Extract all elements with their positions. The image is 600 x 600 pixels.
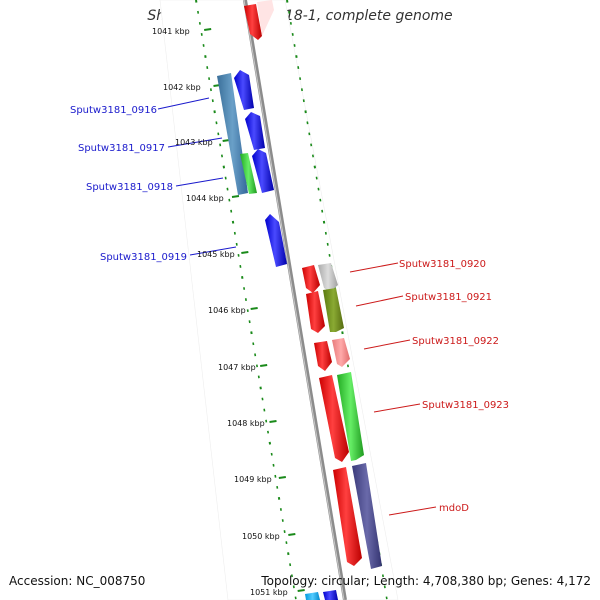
- major-tick: [269, 420, 277, 423]
- major-tick: [297, 589, 305, 592]
- gene-top-red: [244, 4, 262, 40]
- gene-blue-3: [252, 149, 274, 193]
- tick-label-1050: 1050 kbp: [242, 532, 280, 541]
- gene-labels: Sputw3181_0916 Sputw3181_0917 Sputw3181_…: [70, 105, 509, 514]
- reverse-strand-genes: [217, 0, 287, 267]
- tick-label-1047: 1047 kbp: [218, 363, 256, 372]
- gene-blue-2: [245, 112, 265, 150]
- major-tick: [231, 195, 240, 198]
- major-tick: [278, 476, 286, 479]
- tick-label-1041: 1041 kbp: [152, 27, 190, 36]
- gene-label-0923[interactable]: Sputw3181_0923: [422, 400, 509, 411]
- genome-summary-text: Topology: circular; Length: 4,708,380 bp…: [261, 574, 591, 588]
- gene-label-0916[interactable]: Sputw3181_0916: [70, 105, 157, 116]
- gene-label-mdoD[interactable]: mdoD: [439, 503, 469, 514]
- major-tick: [250, 307, 258, 310]
- gene-blue-1: [234, 70, 254, 110]
- tick-label-1046: 1046 kbp: [208, 306, 246, 315]
- gene-red-0923: [319, 375, 349, 462]
- gene-blue-4: [265, 214, 287, 267]
- gene-label-0922[interactable]: Sputw3181_0922: [412, 336, 499, 347]
- gene-cyan-bottom: [305, 592, 320, 600]
- genome-backbone-highlight: [243, 0, 345, 600]
- gene-label-0921[interactable]: Sputw3181_0921: [405, 292, 492, 303]
- gene-red-0922: [314, 341, 332, 371]
- major-tick: [288, 533, 296, 536]
- gene-green-small: [240, 153, 257, 194]
- gene-label-0918[interactable]: Sputw3181_0918: [86, 182, 173, 193]
- tick-label-1044: 1044 kbp: [186, 194, 224, 203]
- major-tick: [241, 251, 249, 254]
- major-tick: [204, 28, 212, 31]
- tick-label-1045: 1045 kbp: [197, 250, 235, 259]
- tick-label-1042: 1042 kbp: [163, 83, 201, 92]
- major-tick: [260, 364, 268, 367]
- gene-red-0921: [306, 291, 325, 333]
- tick-label-1049: 1049 kbp: [234, 475, 272, 484]
- gene-blue-bottom: [323, 590, 338, 600]
- gene-purple-mdoD: [352, 463, 382, 569]
- tick-label-1051: 1051 kbp: [250, 588, 288, 597]
- gene-olive-0921: [323, 288, 344, 332]
- forward-strand-genes: [302, 263, 382, 600]
- label-leaders: [157, 97, 437, 516]
- genome-backbone: [243, 0, 347, 600]
- tick-label-1043: 1043 kbp: [175, 138, 213, 147]
- gene-red-0920: [302, 265, 320, 293]
- gene-label-0919[interactable]: Sputw3181_0919: [100, 252, 187, 263]
- gene-green-0923: [337, 372, 364, 461]
- gene-red-mdoD: [333, 467, 362, 566]
- accession-text: Accession: NC_008750: [9, 574, 146, 588]
- tick-label-1048: 1048 kbp: [227, 419, 265, 428]
- gene-top-pink: [257, 0, 274, 36]
- tick-labels: 1041 kbp 1042 kbp 1043 kbp 1044 kbp 1045…: [152, 27, 288, 597]
- gene-pink-0922: [332, 338, 350, 367]
- gene-label-0917[interactable]: Sputw3181_0917: [78, 143, 165, 154]
- gene-steel-bar: [217, 73, 248, 195]
- gene-label-0920[interactable]: Sputw3181_0920: [399, 259, 486, 270]
- gene-gray-0920: [318, 263, 338, 292]
